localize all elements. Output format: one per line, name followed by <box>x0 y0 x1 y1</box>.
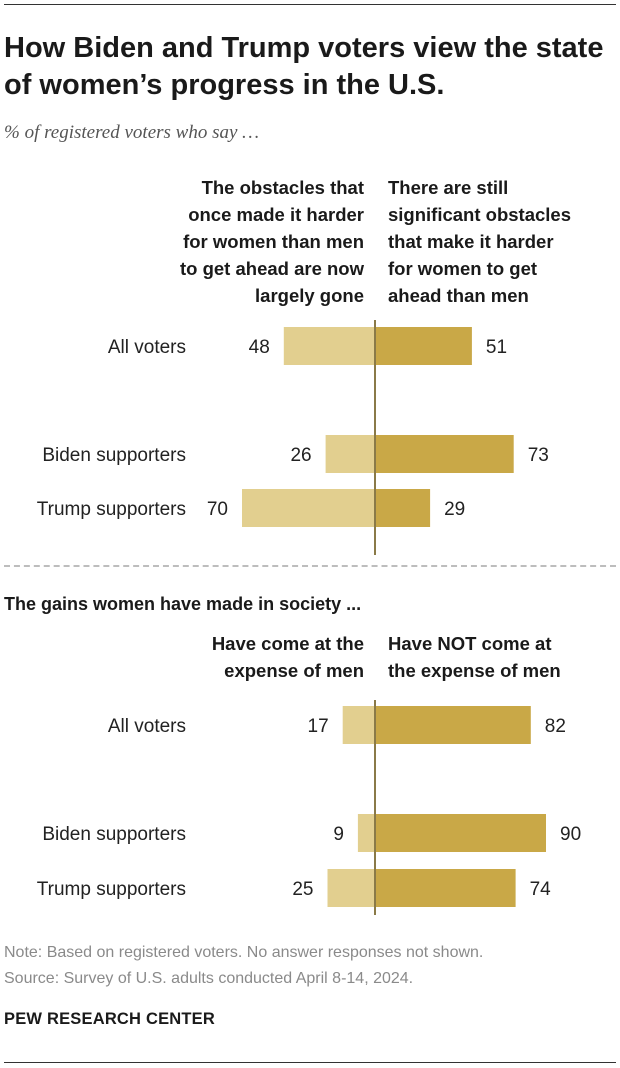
bar-right <box>375 489 431 527</box>
panel1-right-header-line: ahead than men <box>388 285 529 306</box>
data-label-left: 70 <box>207 499 228 520</box>
panel2-left-header: Have come at the expense of men <box>212 630 364 684</box>
chart-title: How Biden and Trump voters view the stat… <box>4 32 604 101</box>
data-label-left: 17 <box>308 716 329 737</box>
panel2-right-header-line: Have NOT come at <box>388 633 552 654</box>
panel1-right-header: There are still significant obstacles th… <box>388 174 571 309</box>
data-label-left: 25 <box>292 879 313 900</box>
data-label-right: 90 <box>560 824 581 845</box>
category-label: All voters <box>108 716 186 737</box>
bar-right <box>375 869 516 907</box>
bar-left <box>342 706 375 744</box>
panel2-left-header-line: expense of men <box>224 660 364 681</box>
data-label-left: 9 <box>333 824 344 845</box>
panel1-left-header-line: largely gone <box>255 285 364 306</box>
panel1-left-header: The obstacles that once made it harder f… <box>180 174 364 309</box>
top-rule <box>4 4 616 5</box>
bar-right <box>375 814 546 852</box>
data-label-left: 48 <box>249 337 270 358</box>
bar-left <box>283 327 375 365</box>
panel1-right-header-line: significant obstacles <box>388 204 571 225</box>
chart-source: Source: Survey of U.S. adults conducted … <box>4 970 414 987</box>
bar-left <box>325 435 375 473</box>
panel1-left-header-line: once made it harder <box>188 204 364 225</box>
category-label: Trump supporters <box>37 879 186 900</box>
data-label-right: 29 <box>444 499 465 520</box>
data-label-right: 74 <box>530 879 552 900</box>
bottom-rule <box>4 1062 616 1063</box>
bar-right <box>375 706 531 744</box>
bar-left <box>357 814 375 852</box>
chart-subtitle: % of registered voters who say … <box>4 122 260 143</box>
panel1-right-header-line: for women to get <box>388 258 538 279</box>
category-label: Trump supporters <box>37 499 186 520</box>
panel2-right-header: Have NOT come at the expense of men <box>388 630 561 684</box>
chart-note: Note: Based on registered voters. No ans… <box>4 944 484 961</box>
data-label-right: 51 <box>486 337 507 358</box>
category-label: All voters <box>108 337 186 358</box>
panel1-right-header-line: There are still <box>388 177 509 198</box>
section-divider <box>4 565 616 567</box>
panel1-right-header-line: that make it harder <box>388 231 554 252</box>
category-label: Biden supporters <box>42 445 186 466</box>
bar-right <box>375 327 472 365</box>
data-label-left: 26 <box>290 445 311 466</box>
brand-logo-text: PEW RESEARCH CENTER <box>4 1010 215 1028</box>
category-label: Biden supporters <box>42 824 186 845</box>
data-label-right: 73 <box>528 445 549 466</box>
bar-left <box>242 489 375 527</box>
panel1-left-header-line: to get ahead are now <box>179 258 364 279</box>
panel1-left-header-line: The obstacles that <box>201 177 364 198</box>
bar-right <box>375 435 514 473</box>
panel2-title: The gains women have made in society ... <box>4 594 362 614</box>
bar-left <box>327 869 375 907</box>
data-label-right: 82 <box>545 716 566 737</box>
panel2-left-header-line: Have come at the <box>211 633 364 654</box>
panel2-right-header-line: the expense of men <box>388 660 561 681</box>
panel1-left-header-line: for women than men <box>183 231 364 252</box>
